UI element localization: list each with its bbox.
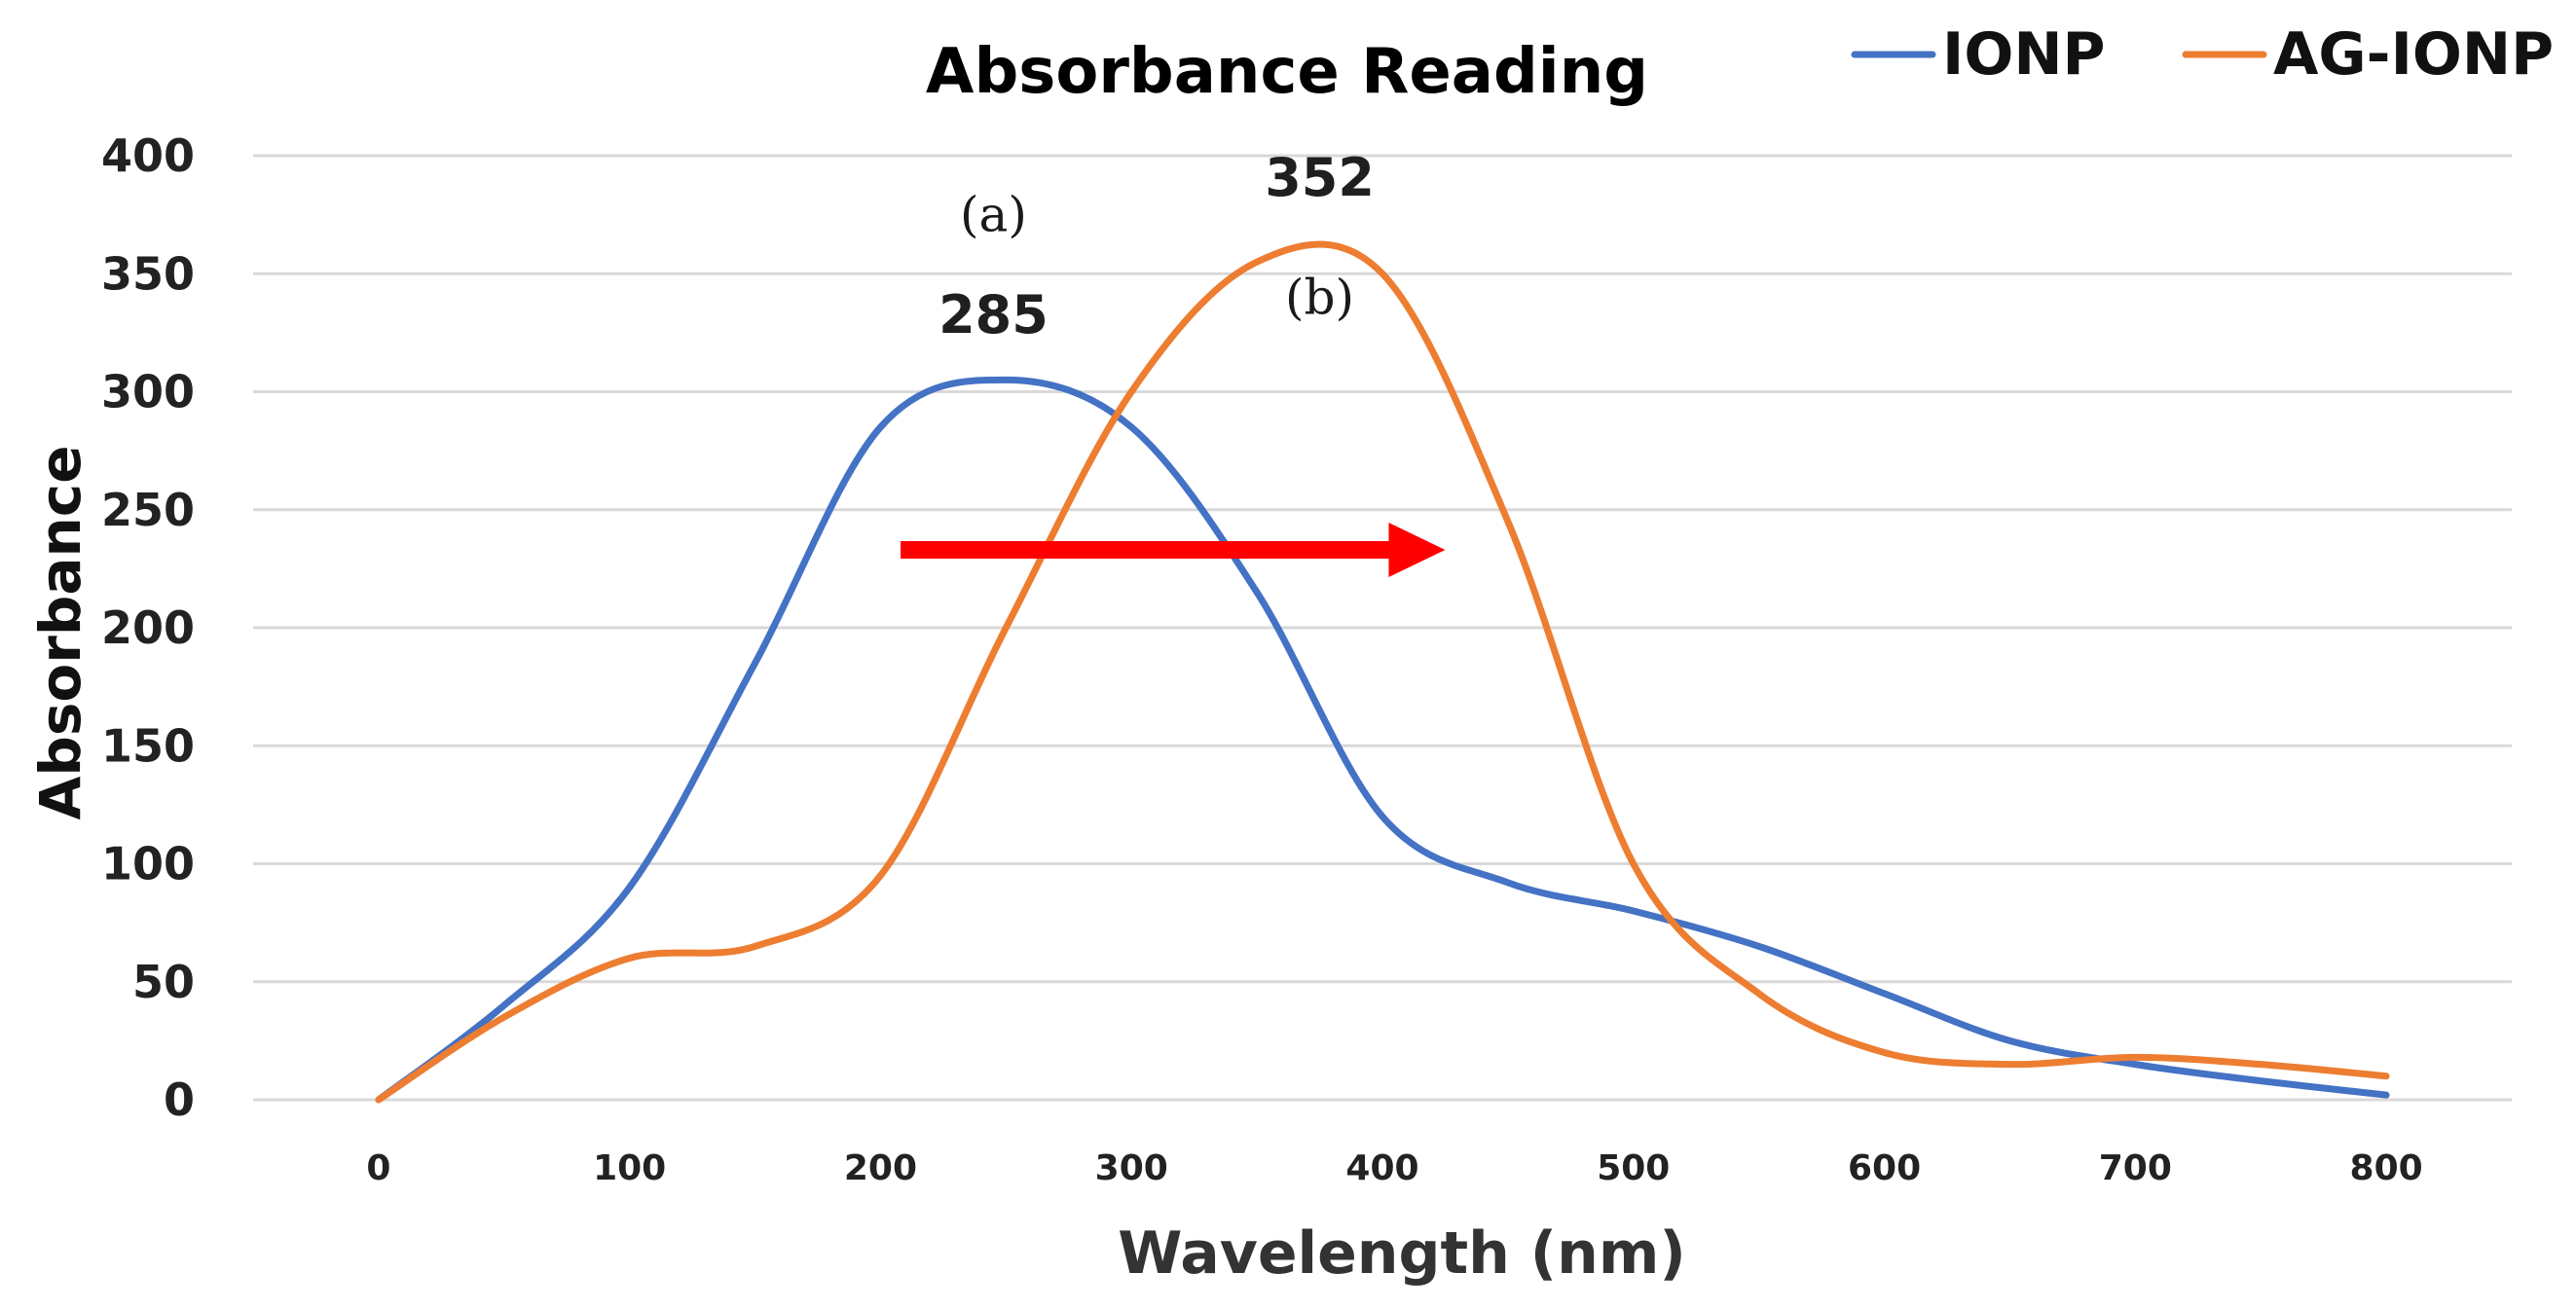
y-tick-label-150: 150 [101,719,195,772]
series-line-ag-ionp [375,240,2390,1104]
x-tick-label-800: 800 [2350,1148,2423,1188]
peak-annotations: 285 (a) 352 (b) [938,147,1375,345]
x-tick-label-300: 300 [1095,1148,1168,1188]
y-tick-label-400: 400 [101,129,195,182]
annotation-peak-a-value: 285 [938,284,1049,345]
x-tick-label-500: 500 [1597,1148,1670,1188]
y-tick-label-350: 350 [101,247,195,300]
series-line-ionp [375,376,2390,1104]
x-tick-label-700: 700 [2099,1148,2172,1188]
x-tick-label-100: 100 [593,1148,666,1188]
y-axis-label: Absorbance [27,445,93,819]
x-tick-labels: 0 100 200 300 400 500 600 700 800 [366,1148,2422,1188]
legend: IONP AG-IONP [1851,20,2554,89]
annotation-peak-b-label: (b) [1285,269,1354,325]
legend-label-ag-ionp: AG-IONP [2273,20,2554,89]
annotation-peak-a-label: (a) [960,187,1027,243]
gridlines [253,154,2512,1102]
y-tick-label-50: 50 [132,956,195,1008]
x-tick-label-200: 200 [844,1148,917,1188]
y-tick-label-200: 200 [101,601,195,654]
y-tick-label-100: 100 [101,838,195,891]
y-tick-labels: 0 50 100 150 200 250 300 350 400 [101,129,195,1126]
y-tick-label-250: 250 [101,484,195,536]
chart-title: Absorbance Reading [926,36,1648,108]
x-tick-label-0: 0 [366,1148,390,1188]
legend-label-ionp: IONP [1942,20,2106,89]
x-axis-label: Wavelength (nm) [1118,1219,1686,1288]
y-tick-label-0: 0 [164,1073,195,1126]
y-tick-label-300: 300 [101,366,195,418]
x-tick-label-600: 600 [1848,1148,1921,1188]
annotation-peak-b-value: 352 [1265,147,1375,208]
shift-arrow [901,522,1446,577]
arrow-head [1388,522,1446,577]
x-tick-label-400: 400 [1345,1148,1418,1188]
series-lines [375,240,2390,1104]
